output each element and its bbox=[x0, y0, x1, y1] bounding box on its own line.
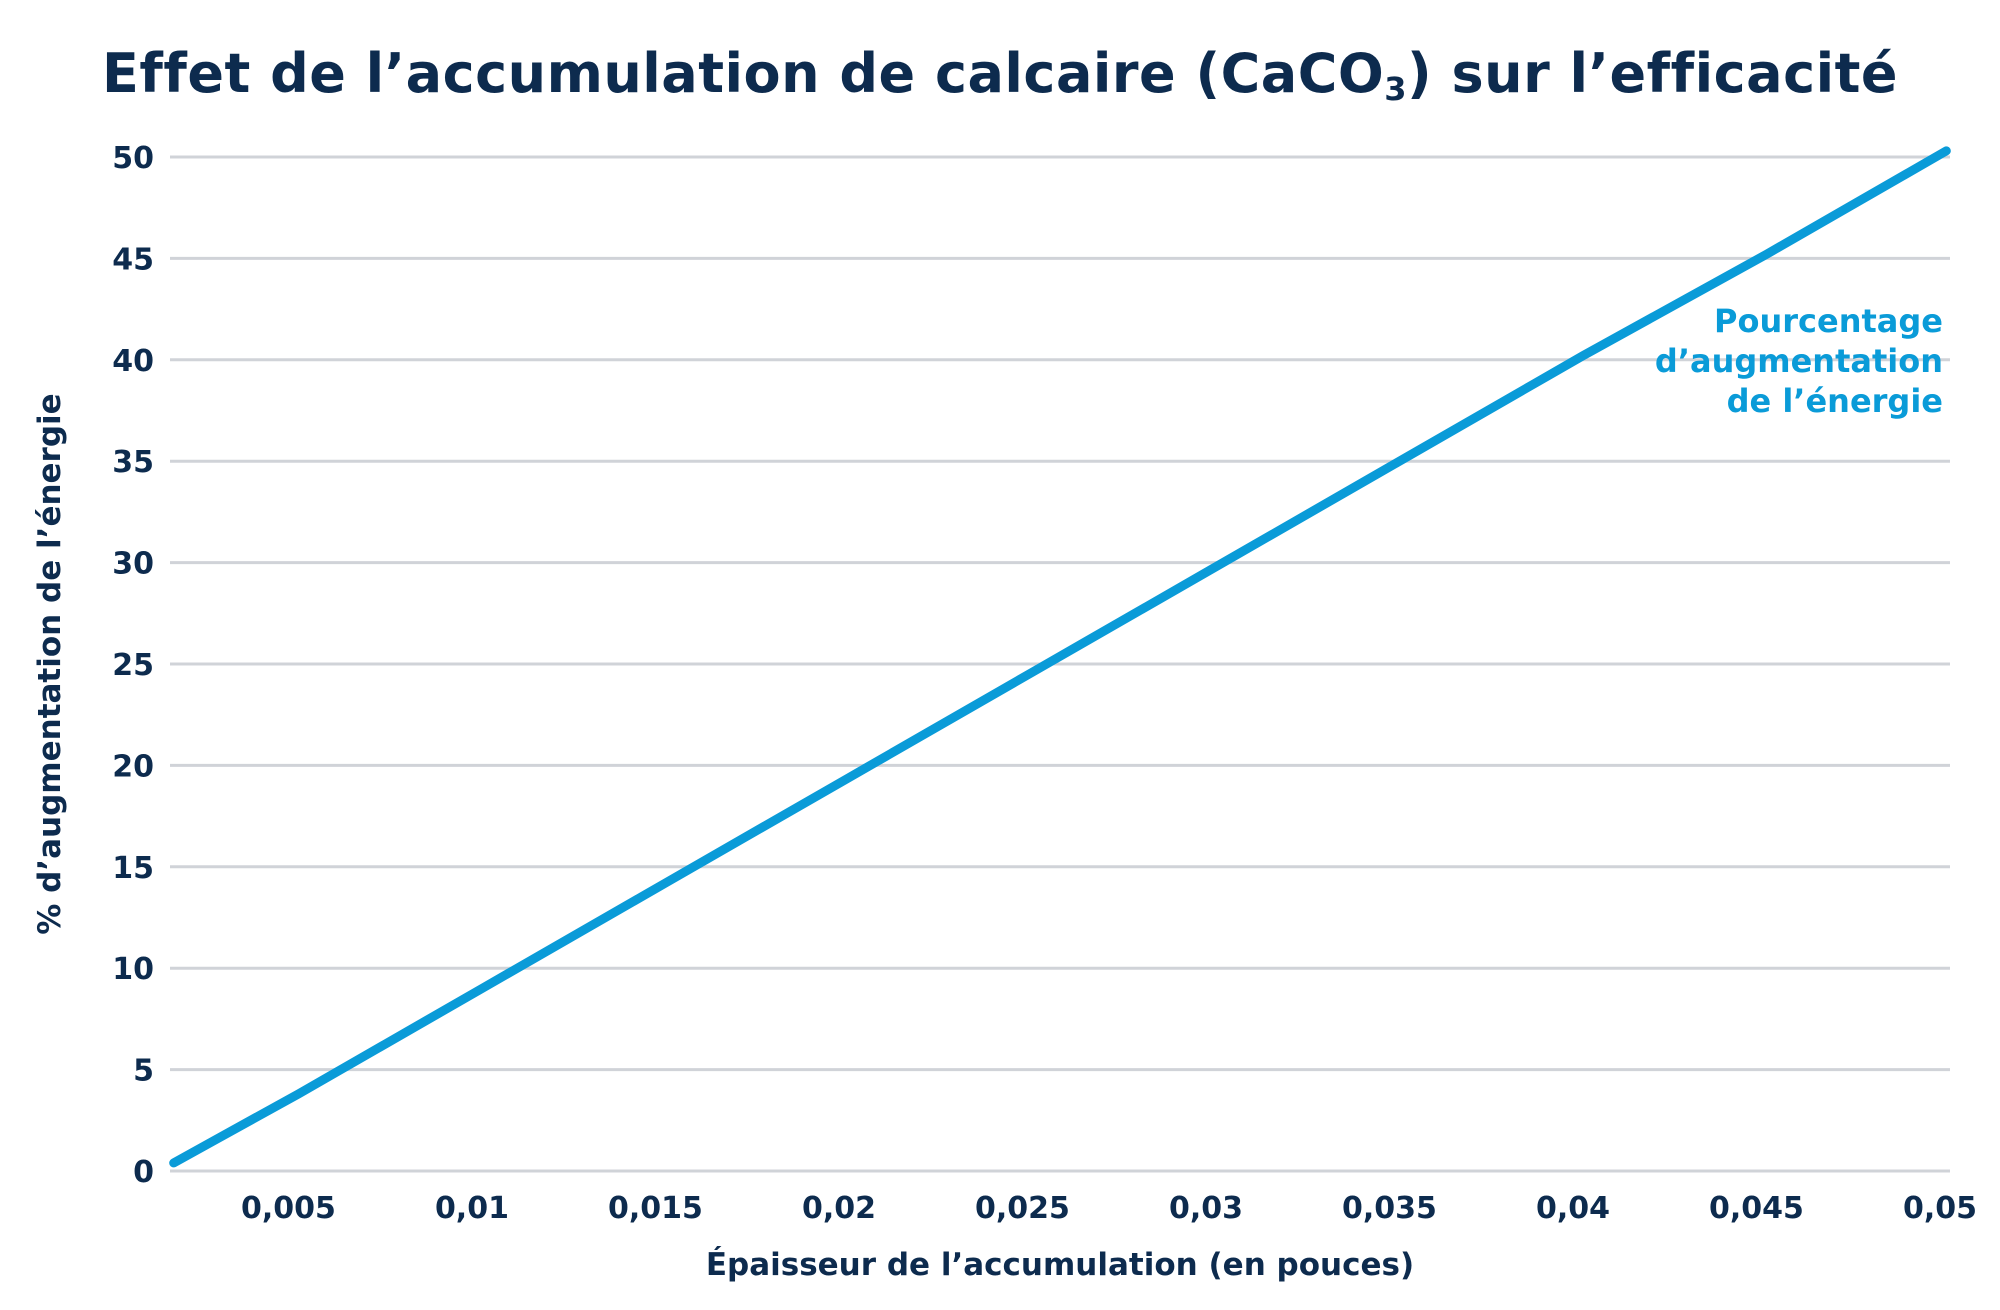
y-tick-label: 45 bbox=[112, 242, 154, 277]
series-label: Pourcentage d’augmentation de l’énergie bbox=[1655, 302, 1943, 420]
x-tick-label: 0,015 bbox=[608, 1191, 703, 1226]
x-tick-label: 0,045 bbox=[1709, 1191, 1804, 1226]
y-tick-label: 25 bbox=[112, 648, 154, 683]
x-axis-title: Épaisseur de l’accumulation (en pouces) bbox=[706, 1247, 1414, 1283]
x-tick-label: 0,035 bbox=[1342, 1191, 1437, 1226]
x-tick-label: 0,03 bbox=[1169, 1191, 1243, 1226]
y-tick-label: 15 bbox=[112, 851, 154, 886]
chart-title-main: Effet de l’accumulation de calcaire (CaC… bbox=[101, 42, 1385, 105]
y-tick-label: 0 bbox=[133, 1155, 154, 1190]
chart-title-subscript: 3 bbox=[1384, 70, 1407, 108]
x-tick-label: 0,005 bbox=[241, 1191, 336, 1226]
series-lines bbox=[169, 146, 1951, 1168]
x-tick-label: 0,05 bbox=[1903, 1191, 1977, 1226]
series-label-line: de l’énergie bbox=[1727, 382, 1943, 420]
x-tick-label: 0,01 bbox=[435, 1191, 509, 1226]
y-tick-label: 35 bbox=[112, 445, 154, 480]
y-axis-ticks: 0 5 10 15 20 25 30 35 40 45 50 bbox=[112, 141, 154, 1190]
series-label-line: Pourcentage bbox=[1714, 302, 1943, 340]
x-axis-ticks: 0,005 0,01 0,015 0,02 0,025 0,03 0,035 0,04 0,04… bbox=[241, 1191, 1977, 1226]
y-tick-label: 5 bbox=[133, 1054, 154, 1089]
y-tick-label: 40 bbox=[112, 344, 154, 379]
chart-title: Effet de l’accumulation de calcaire (CaC… bbox=[0, 42, 2000, 108]
x-tick-label: 0,04 bbox=[1536, 1191, 1610, 1226]
y-tick-label: 50 bbox=[112, 141, 154, 176]
y-tick-label: 30 bbox=[112, 547, 154, 582]
series-label-line: d’augmentation bbox=[1655, 342, 1943, 380]
y-tick-label: 20 bbox=[112, 749, 154, 784]
x-tick-label: 0,02 bbox=[802, 1191, 876, 1226]
grid-lines bbox=[170, 155, 1950, 1173]
y-tick-label: 10 bbox=[112, 952, 154, 987]
x-tick-label: 0,025 bbox=[975, 1191, 1070, 1226]
chart-title-end: ) sur l’efficacité bbox=[1407, 42, 1899, 105]
series-line bbox=[169, 146, 1951, 1168]
y-axis-title: % d’augmentation de l’énergie bbox=[32, 393, 68, 934]
